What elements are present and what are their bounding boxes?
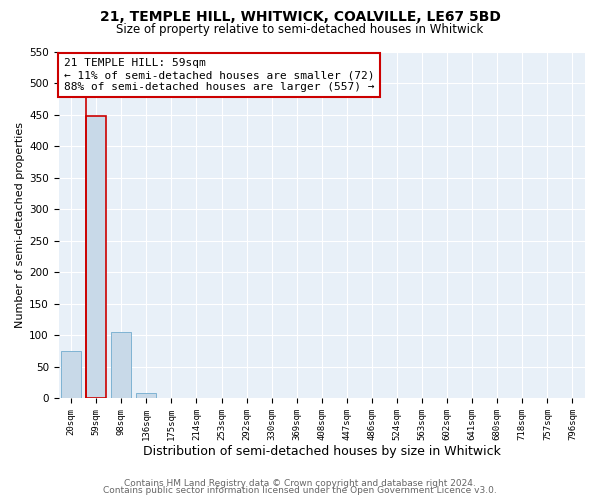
Bar: [111, 332, 131, 398]
Text: 21, TEMPLE HILL, WHITWICK, COALVILLE, LE67 5BD: 21, TEMPLE HILL, WHITWICK, COALVILLE, LE…: [100, 10, 500, 24]
Bar: [86, 116, 106, 398]
Text: 21 TEMPLE HILL: 59sqm
← 11% of semi-detached houses are smaller (72)
88% of semi: 21 TEMPLE HILL: 59sqm ← 11% of semi-deta…: [64, 58, 374, 92]
Bar: [61, 351, 81, 399]
Y-axis label: Number of semi-detached properties: Number of semi-detached properties: [15, 122, 25, 328]
Text: Size of property relative to semi-detached houses in Whitwick: Size of property relative to semi-detach…: [116, 22, 484, 36]
Text: Contains HM Land Registry data © Crown copyright and database right 2024.: Contains HM Land Registry data © Crown c…: [124, 478, 476, 488]
Bar: [136, 394, 157, 398]
X-axis label: Distribution of semi-detached houses by size in Whitwick: Distribution of semi-detached houses by …: [143, 444, 501, 458]
Text: Contains public sector information licensed under the Open Government Licence v3: Contains public sector information licen…: [103, 486, 497, 495]
